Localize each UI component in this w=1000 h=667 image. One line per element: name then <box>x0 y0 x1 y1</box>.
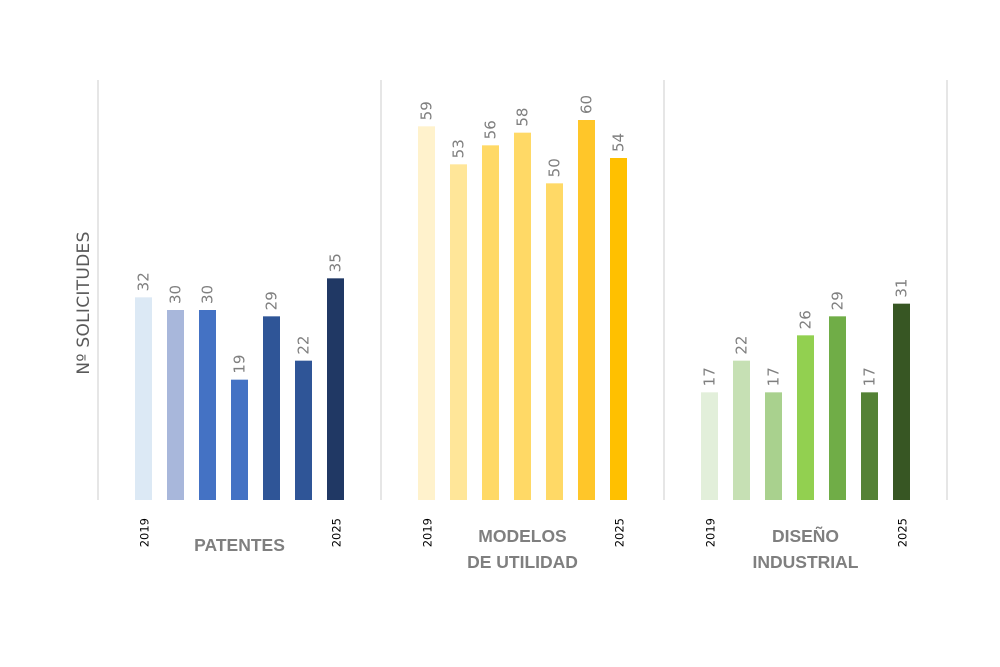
bar <box>482 145 499 501</box>
year-tick-labels: 2019 2025 2019 2025 2019 2025 <box>138 518 910 547</box>
category-label: INDUSTRIAL <box>753 552 859 572</box>
tick-label: 2019 <box>704 518 718 547</box>
bar <box>263 316 280 500</box>
bar <box>167 310 184 500</box>
bar <box>829 316 846 500</box>
data-label: 26 <box>797 310 815 329</box>
bar <box>546 183 563 501</box>
data-label: 50 <box>546 158 564 177</box>
group-separators <box>97 80 948 500</box>
data-label: 32 <box>135 272 153 291</box>
bar <box>765 392 782 500</box>
bar <box>701 392 718 500</box>
data-label: 31 <box>893 279 911 298</box>
data-label: 29 <box>263 291 281 310</box>
data-label: 17 <box>861 367 879 386</box>
bar <box>231 379 248 500</box>
data-label: 56 <box>482 120 500 139</box>
tick-label: 2019 <box>138 518 152 547</box>
bar <box>199 310 216 500</box>
data-label: 53 <box>450 139 468 158</box>
category-label: MODELOS <box>478 526 566 546</box>
tick-label: 2019 <box>421 518 435 547</box>
data-label: 17 <box>765 367 783 386</box>
bar <box>610 158 627 500</box>
bar <box>578 120 595 500</box>
bar <box>514 132 531 500</box>
tick-label: 2025 <box>613 518 627 547</box>
category-label: PATENTES <box>194 535 285 555</box>
y-axis-label: Nº SOLICITUDES <box>74 231 94 374</box>
category-label: DISEÑO <box>772 525 839 546</box>
bars <box>135 120 910 501</box>
data-label: 17 <box>701 367 719 386</box>
data-label: 60 <box>578 95 596 114</box>
data-label: 54 <box>610 133 628 152</box>
bar <box>893 303 910 500</box>
bar <box>797 335 814 500</box>
data-label: 19 <box>231 355 249 374</box>
bar <box>418 126 435 500</box>
tick-label: 2025 <box>330 518 344 547</box>
data-label: 29 <box>829 291 847 310</box>
data-label: 22 <box>295 336 313 355</box>
data-label: 58 <box>514 108 532 127</box>
bar <box>295 360 312 500</box>
data-label: 30 <box>167 285 185 304</box>
bar <box>450 164 467 501</box>
tick-label: 2025 <box>896 518 910 547</box>
bar <box>861 392 878 500</box>
bar <box>327 278 344 500</box>
category-label: DE UTILIDAD <box>467 552 578 572</box>
data-label: 22 <box>733 336 751 355</box>
category-labels: PATENTES MODELOS DE UTILIDAD DISEÑO INDUSTRI… <box>194 525 859 572</box>
bar <box>733 360 750 500</box>
data-label: 35 <box>327 253 345 272</box>
value-labels: 32 30 30 19 29 22 35 59 53 56 58 50 60 54 17 22 17 26 29 17… <box>135 95 911 386</box>
bar <box>135 297 152 500</box>
data-label: 30 <box>199 285 217 304</box>
data-label: 59 <box>418 101 436 120</box>
